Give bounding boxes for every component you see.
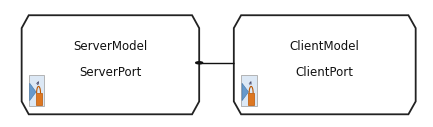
Bar — [36, 93, 42, 105]
Text: ServerModel: ServerModel — [73, 40, 148, 53]
Polygon shape — [29, 83, 36, 101]
Polygon shape — [234, 15, 416, 114]
Circle shape — [196, 62, 203, 64]
Text: ClientModel: ClientModel — [290, 40, 360, 53]
Bar — [29, 75, 44, 106]
Polygon shape — [22, 15, 199, 114]
Text: ClientPort: ClientPort — [296, 66, 354, 79]
Text: ServerPort: ServerPort — [79, 66, 142, 79]
Bar — [241, 75, 256, 106]
Bar — [248, 93, 254, 105]
Polygon shape — [242, 83, 249, 101]
